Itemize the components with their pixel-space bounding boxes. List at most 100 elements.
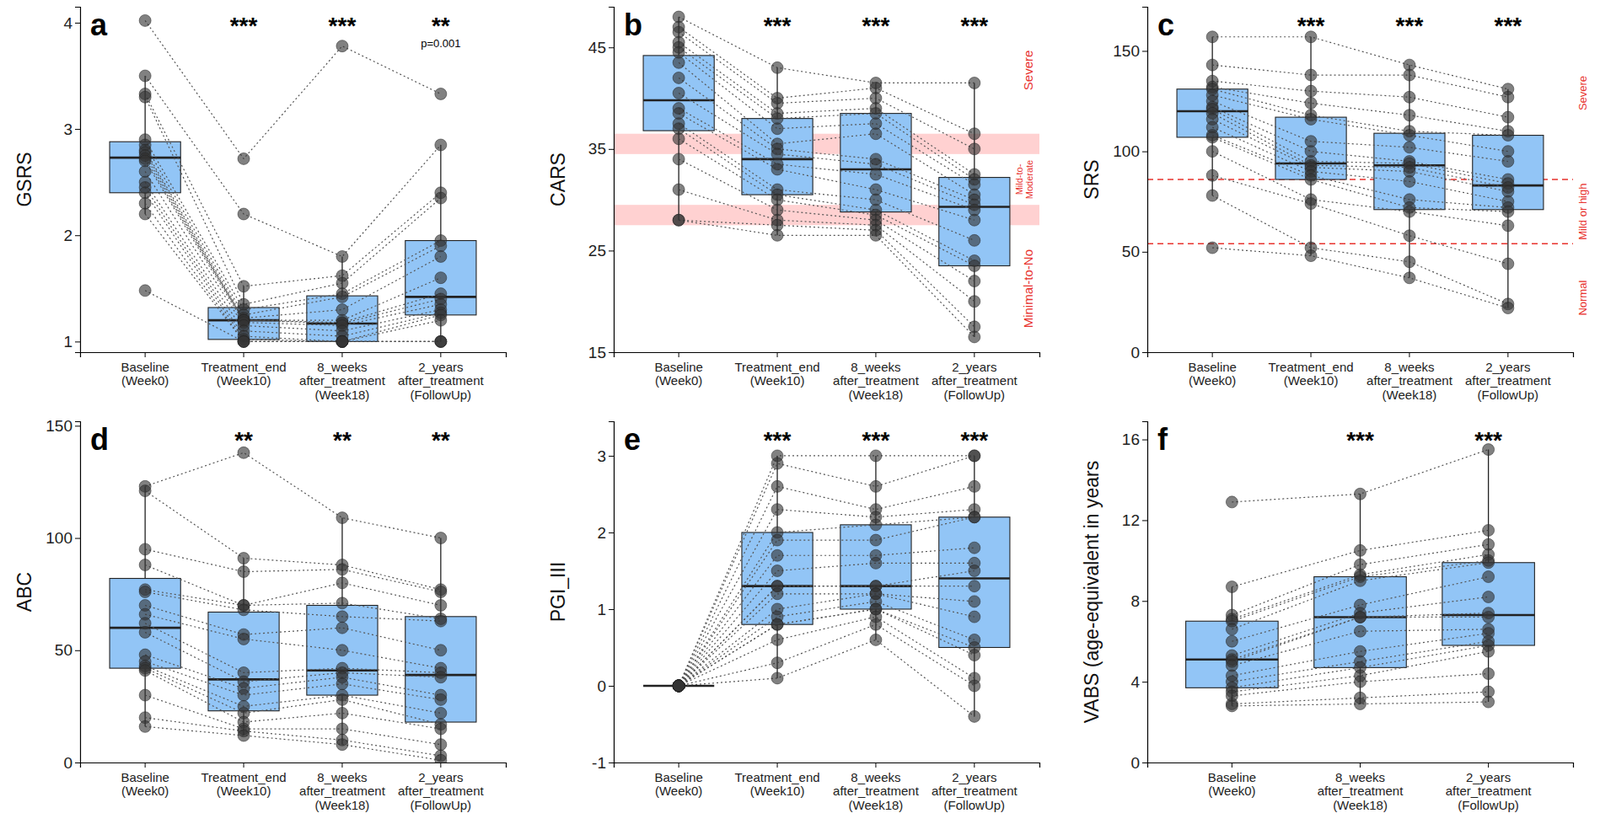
subject-line	[144, 155, 441, 323]
point	[434, 139, 447, 151]
point	[672, 680, 685, 693]
x-tick-label: 2_yearsafter_treatment(FollowUp)	[1445, 770, 1533, 813]
x-tick-label-line: after_treatment	[397, 373, 485, 388]
y-tick-label: 3	[596, 447, 607, 466]
region-label-line: Severe	[1020, 50, 1036, 92]
significance: ***	[1493, 12, 1522, 39]
region-label-line: Minimal-to-No	[1020, 249, 1036, 328]
point	[968, 649, 981, 662]
y-tick-mark	[75, 425, 81, 427]
y-tick-mark	[75, 22, 81, 24]
subject-line	[1212, 101, 1509, 162]
subject-line	[144, 96, 441, 305]
y-tick-label: -1	[591, 754, 607, 773]
point	[1304, 198, 1317, 210]
y-tick-mark	[608, 47, 614, 49]
x-tick-mark	[777, 762, 779, 768]
x-tick-label-line: 8_weeks	[316, 770, 367, 785]
point	[336, 335, 349, 348]
point	[869, 557, 882, 570]
point	[771, 618, 784, 631]
subject-line	[144, 590, 441, 620]
point	[968, 214, 981, 226]
point	[434, 335, 447, 348]
x-tick-label-line: (Week10)	[1283, 373, 1339, 388]
y-tick-label: 2	[63, 226, 73, 245]
point	[1403, 69, 1416, 81]
point	[672, 680, 685, 693]
x-tick-label: 2_yearsafter_treatment(FollowUp)	[931, 770, 1019, 813]
point	[869, 128, 882, 140]
subject-line	[1212, 135, 1509, 209]
y-axis-line	[608, 7, 615, 354]
x-tick-mark	[243, 762, 245, 768]
x-tick: Baseline(Week0)	[1208, 762, 1257, 799]
x-tick-label: 2_yearsafter_treatment(FollowUp)	[931, 359, 1019, 403]
x-tick: 8_weeksafter_treatment(Week18)	[299, 762, 387, 813]
subject-line	[144, 193, 441, 343]
y-tick: 8	[1130, 592, 1148, 611]
point	[672, 680, 685, 693]
x-tick-label-line: (FollowUp)	[1457, 798, 1520, 813]
region-label: Mild or high	[1576, 183, 1590, 241]
x-tick-label-line: (Week0)	[121, 783, 169, 799]
box	[405, 241, 477, 316]
point	[336, 644, 349, 657]
y-axis-line	[75, 422, 81, 764]
x-axis-line	[80, 763, 507, 769]
point	[672, 680, 685, 693]
x-tick: 8_weeksafter_treatment(Week18)	[1366, 352, 1454, 403]
point	[968, 331, 981, 344]
x-tick-label-line: 2_years	[1485, 359, 1531, 375]
x-tick: Treatment_end(Week10)	[200, 762, 286, 799]
y-tick-mark	[1142, 601, 1148, 602]
point	[434, 671, 447, 684]
point	[672, 680, 685, 693]
plot-area	[1186, 444, 1536, 713]
point	[336, 335, 349, 348]
y-tick-mark	[75, 538, 81, 540]
point	[336, 250, 349, 263]
point	[672, 680, 685, 693]
subject-line	[1212, 95, 1509, 152]
y-axis-title: CARS	[547, 152, 570, 207]
point	[672, 680, 685, 693]
x-tick-label: 2_yearsafter_treatment(FollowUp)	[1465, 359, 1552, 403]
x-tick-label-line: after_treatment	[299, 373, 387, 388]
point	[1225, 700, 1238, 713]
x-tick-mark	[1507, 352, 1509, 358]
significance: ***	[230, 12, 258, 39]
point	[139, 689, 151, 702]
point	[771, 229, 784, 242]
x-tick-label: Baseline(Week0)	[654, 770, 704, 800]
x-tick-mark	[777, 352, 779, 358]
subject-line	[1212, 118, 1509, 192]
subject-line	[678, 570, 975, 687]
subject-line	[144, 290, 441, 343]
x-tick-label: Treatment_end(Week10)	[200, 770, 286, 800]
point	[968, 710, 981, 723]
x-tick: 8_weeksafter_treatment(Week18)	[832, 352, 920, 403]
point	[1206, 145, 1219, 158]
x-tick: Baseline(Week0)	[1187, 352, 1237, 388]
subject-line	[144, 93, 441, 286]
point	[1225, 635, 1238, 648]
x-tick-label-line: Baseline	[1208, 770, 1257, 785]
x-axis-line	[1148, 353, 1574, 359]
x-tick-label-line: after_treatment	[397, 783, 485, 799]
subject-line	[678, 456, 975, 687]
subject-line	[144, 75, 441, 257]
subject-line	[678, 456, 975, 687]
point	[968, 564, 981, 577]
point	[672, 133, 685, 145]
x-tick-label: 2_yearsafter_treatment(FollowUp)	[397, 359, 485, 403]
subject-line	[678, 609, 975, 687]
region-label-line: Mild or high	[1576, 183, 1590, 241]
subject-line	[678, 52, 975, 185]
subject-line	[144, 161, 441, 327]
significance: ***	[763, 12, 792, 39]
x-tick-label: 8_weeksafter_treatment(Week18)	[832, 770, 920, 813]
point	[1225, 623, 1238, 636]
subject-line	[1231, 645, 1488, 688]
x-tick-label-line: Treatment_end	[200, 359, 286, 375]
